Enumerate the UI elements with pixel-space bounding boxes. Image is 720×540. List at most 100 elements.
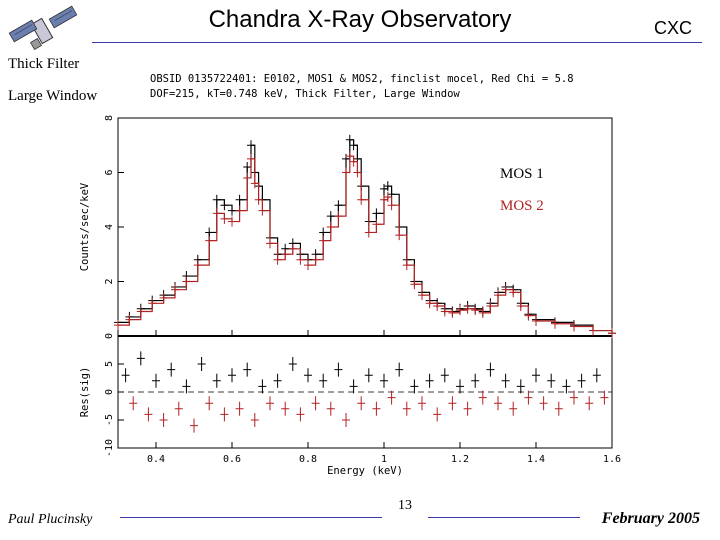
x-tick-label: 1 (381, 454, 387, 465)
mos-1-residual-point (136, 351, 145, 366)
brand-label: CXC (653, 18, 692, 38)
mos-1-residual-point (167, 362, 176, 377)
mos-2-data-point (471, 305, 480, 316)
chart-title-line: DOF=215, kT=0.748 keV, Thick Filter, Lar… (150, 88, 460, 100)
mos-2-residual-point (190, 418, 198, 433)
mos-2-residual-point (235, 401, 244, 416)
mos-1-residual-point (440, 368, 449, 383)
residual-y-tick-label: 0 (104, 389, 115, 395)
mos-2-residual-point (159, 413, 168, 427)
mos-1-data-point (380, 183, 388, 194)
mos-2-data-point (494, 290, 502, 301)
spectrum-panel-frame (117, 117, 613, 337)
mos-2-residual-point (326, 401, 335, 416)
mos-1-residual-point (364, 368, 373, 383)
x-tick-label: 1.4 (527, 454, 545, 465)
mos-2-residual-point (357, 396, 366, 411)
mos-2-data-point (516, 301, 525, 312)
mos-2-data-point (551, 318, 559, 329)
mos-1-residual-point (243, 362, 252, 377)
residual-y-tick-label: -5 (104, 414, 115, 426)
mos-2-residual-point (372, 401, 381, 416)
mos-1-residual-point (228, 368, 236, 383)
mos-1-residual-point (152, 373, 160, 388)
mos-2-data-point (456, 305, 464, 316)
mos-1-data-point (349, 140, 358, 151)
mos-1-residual-point (547, 373, 556, 388)
mos-2-data-point (349, 156, 358, 167)
residual-y-tick-label: 5 (104, 361, 115, 367)
x-tick-label: 1.6 (603, 454, 621, 465)
mos-2-data-point (220, 213, 229, 224)
mos-1-residual-point (258, 379, 267, 394)
y-axis-label: Counts/sec/keV (79, 182, 91, 271)
mos-1-residual-point (304, 368, 312, 383)
mos-2-data-point (281, 249, 290, 260)
mos-2-data-point (212, 208, 221, 219)
mos-2-residual-point (494, 396, 502, 411)
mos-2-residual-point (509, 401, 518, 416)
y-tick-label: 6 (104, 169, 115, 175)
mos-1-residual-point (121, 368, 130, 383)
window-label: Large Window (8, 88, 98, 104)
mos-2-data-point (425, 298, 434, 309)
mos-2-data-point (254, 194, 263, 205)
mos-1-residual-point (562, 379, 571, 394)
footer-author: Paul Plucinsky (8, 512, 93, 527)
mos-2-data-point (570, 321, 578, 332)
mos-1-data-point (228, 205, 236, 216)
mos-1-data-point (383, 181, 392, 192)
mos-1-residual-point (577, 373, 586, 388)
mos-2-data-point (380, 194, 388, 205)
mos-2-data-point (148, 298, 157, 309)
mos-2-data-point (319, 235, 328, 246)
mos-2-data-point (383, 192, 392, 203)
mos-2-data-point (250, 178, 259, 189)
mos-2-data-point (136, 306, 145, 317)
mos-1-residual-point (486, 362, 495, 377)
mos-1-residual-point (197, 357, 206, 371)
mos-1-residual-point (471, 373, 480, 388)
footer-divider-left (120, 517, 382, 518)
mos-1-data-point (220, 200, 229, 211)
mos-2-data-point (326, 222, 335, 232)
mos-2-residual-point (174, 401, 183, 416)
mos-2-data-point (235, 205, 244, 216)
x-axis-label: Energy (keV) (327, 465, 403, 477)
mos-2-data-point (182, 276, 191, 287)
mos-2-data-point (524, 310, 533, 321)
chart-title-line: OBSID 0135722401: E0102, MOS1 & MOS2, fi… (150, 73, 574, 85)
mos-2-residual-point (311, 396, 320, 411)
header-divider (92, 42, 702, 43)
mos-2-residual-point (220, 407, 229, 422)
mos-2-data-point (463, 303, 472, 314)
mos-1-residual-point (532, 368, 540, 383)
mos-2-data-point (304, 260, 312, 271)
mos-1-residual-point (592, 368, 601, 383)
mos-2-data-point (125, 314, 134, 325)
mos-2-residual-point (585, 396, 594, 411)
mos-2-data-point (258, 205, 267, 216)
mos-2-data-point (372, 219, 381, 230)
mos-2-data-point (159, 292, 168, 303)
mos-1-residual-point (395, 362, 404, 377)
slide-title: Chandra X-Ray Observatory (208, 6, 512, 33)
mos-2-data-point (247, 153, 255, 164)
y-tick-label: 4 (104, 224, 115, 230)
mos-1-residual-point (182, 379, 191, 394)
mos-1-residual-point (319, 373, 328, 388)
mos-2-data-point (448, 307, 457, 318)
mos-2-data-point (532, 316, 540, 327)
mos-1-residual-point (349, 379, 358, 394)
mos-2-data-point (342, 167, 350, 178)
mos-2-model-line (118, 155, 613, 334)
mos-2-data-point (114, 320, 122, 331)
mos-1-data-point (334, 200, 343, 211)
y-tick-label: 0 (104, 333, 115, 339)
mos-2-residual-point (418, 396, 426, 411)
legend-mos2: MOS 2 (500, 198, 544, 214)
y-tick-label: 2 (104, 278, 115, 284)
mos-1-residual-point (501, 373, 510, 388)
mos-2-residual-point (144, 407, 153, 422)
